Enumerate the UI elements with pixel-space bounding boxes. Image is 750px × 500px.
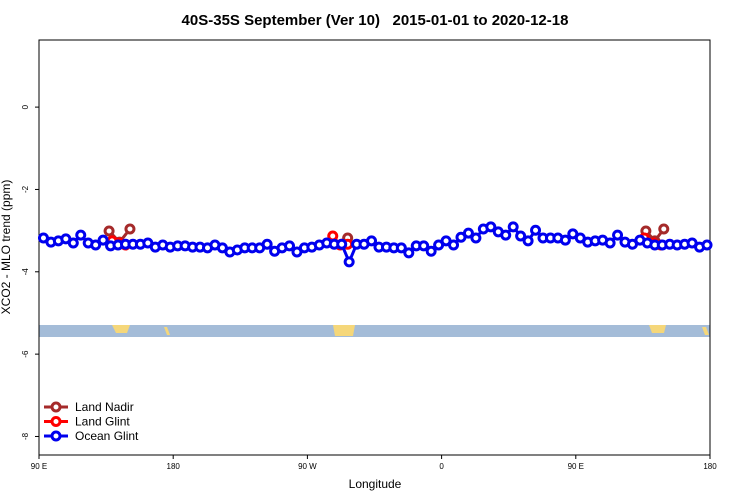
legend-label: Ocean Glint [75, 429, 139, 443]
point [67, 237, 79, 249]
point [336, 238, 348, 250]
x-tick-label: 0 [439, 462, 444, 471]
x-tick-label: 90 E [31, 462, 47, 471]
point [90, 239, 102, 251]
point [470, 232, 482, 244]
point [507, 221, 519, 233]
y-tick-label: 0 [21, 104, 30, 109]
map-strip [39, 325, 710, 337]
point [418, 240, 430, 252]
point [403, 247, 415, 259]
y-axis-label: XCO2 - MLO trend (ppm) [0, 180, 13, 315]
point [604, 237, 616, 249]
point [462, 227, 474, 239]
point [530, 224, 542, 236]
y-tick-label: -6 [21, 350, 30, 358]
x-axis-label: Longitude [349, 477, 402, 491]
x-tick-label: 180 [703, 462, 717, 471]
chart-title: 40S-35S September (Ver 10) 2015-01-01 to… [182, 12, 569, 29]
point [343, 256, 355, 268]
point [448, 239, 460, 251]
x-tick-label: 90 W [298, 462, 317, 471]
legend-swatch-marker [50, 416, 62, 427]
point [366, 235, 378, 247]
point [395, 242, 407, 254]
y-tick-label: -2 [21, 185, 30, 193]
legend-swatch-marker [50, 401, 62, 413]
point [612, 229, 624, 241]
point [75, 229, 87, 241]
point [284, 240, 296, 252]
point [500, 229, 512, 241]
legend-label: Land Glint [75, 415, 130, 429]
legend-label: Land Nadir [75, 400, 134, 414]
legend-swatch-marker [50, 430, 62, 442]
point [124, 223, 136, 235]
point [261, 238, 273, 250]
point [515, 230, 527, 242]
point [103, 225, 115, 237]
point [559, 234, 571, 246]
point [425, 245, 437, 257]
point [522, 235, 534, 247]
y-tick-label: -4 [21, 268, 30, 276]
point [97, 234, 109, 246]
x-tick-label: 90 E [568, 462, 584, 471]
point [701, 239, 713, 251]
y-tick-label: -8 [21, 432, 30, 440]
x-tick-label: 180 [167, 462, 181, 471]
point [658, 223, 670, 235]
point [485, 221, 497, 233]
